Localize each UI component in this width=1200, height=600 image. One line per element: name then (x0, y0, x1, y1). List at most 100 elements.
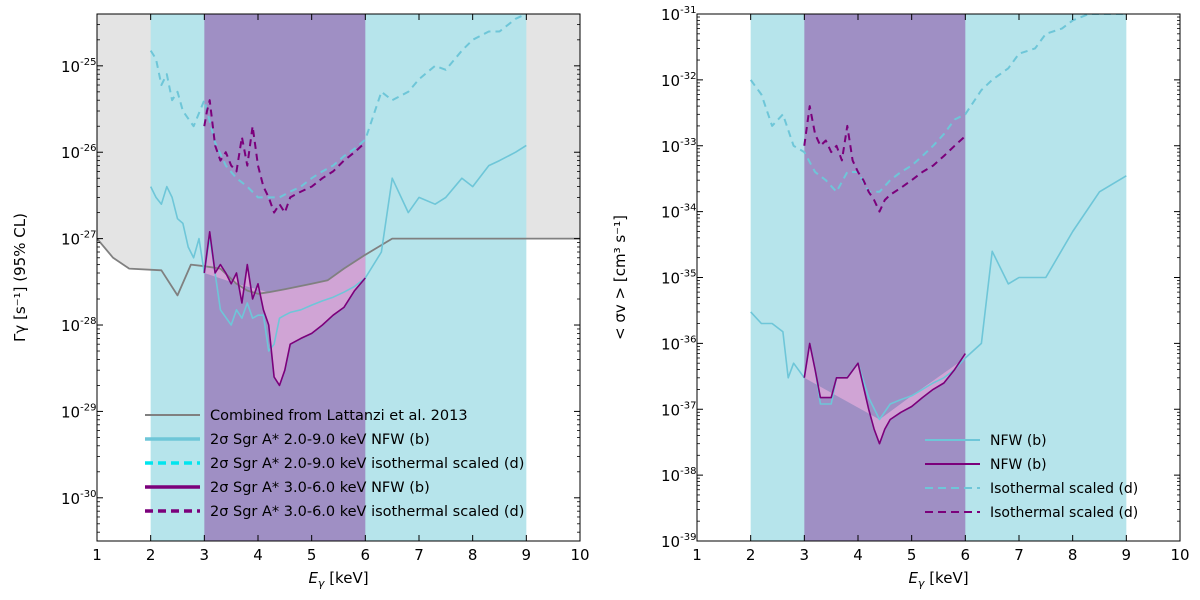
x-axis-label: Eγ [keV] (308, 569, 368, 590)
x-tick-label: 5 (307, 546, 317, 564)
x-tick-label: 3 (200, 546, 210, 564)
x-tick-label: 1 (92, 546, 102, 564)
y-tick-exponent: -28 (80, 316, 96, 327)
x-tick-label: 4 (853, 546, 863, 564)
x-axis-label-unit: [keV] (324, 569, 368, 587)
x-tick-label: 7 (414, 546, 424, 564)
y-tick-label: 10-33 (661, 137, 696, 156)
y-tick-base: 10 (61, 231, 80, 249)
x-tick-label: 3 (800, 546, 810, 564)
y-tick-exponent: -27 (80, 230, 96, 241)
y-tick-label: 10-37 (661, 400, 696, 419)
series-line-0 (750, 175, 1127, 421)
y-tick-label: 10-31 (661, 5, 696, 24)
x-tick-label: 10 (1170, 546, 1189, 564)
y-axis-label: < σv > [cm³ s⁻¹] (611, 215, 629, 340)
y-tick-base: 10 (661, 270, 680, 288)
series-line-3 (803, 105, 966, 213)
y-tick-exponent: -30 (80, 489, 96, 500)
x-tick-label: 9 (522, 546, 532, 564)
x-tick-label: 5 (907, 546, 917, 564)
y-tick-exponent: -35 (680, 269, 696, 280)
y-tick-label: 10-28 (61, 316, 96, 335)
series-line-0 (97, 237, 580, 297)
series-line-3 (203, 231, 366, 387)
y-tick-base: 10 (661, 6, 680, 24)
series-line-2 (749, 14, 1127, 193)
y-tick-label: 10-30 (61, 489, 96, 508)
y-tick-base: 10 (61, 144, 80, 162)
legend-label: NFW (b) (990, 457, 1047, 473)
y-tick-base: 10 (61, 317, 80, 335)
x-axis-label-unit: [keV] (924, 569, 968, 587)
x-tick-label: 6 (361, 546, 371, 564)
y-tick-exponent: -39 (680, 532, 696, 543)
x-tick-label: 9 (1122, 546, 1132, 564)
x-axis-label-main: E (908, 569, 918, 587)
y-tick-label: 10-25 (61, 57, 96, 76)
shaded-region-pink (804, 343, 966, 444)
x-tick-label: 8 (468, 546, 478, 564)
legend-label: Combined from Lattanzi et al. 2013 (210, 408, 468, 424)
x-axis-label-sub: γ (918, 577, 925, 590)
legend-label: Isothermal scaled (d) (990, 481, 1138, 497)
x-tick-label: 2 (146, 546, 156, 564)
y-tick-exponent: -33 (680, 137, 696, 148)
y-tick-label: 10-34 (661, 203, 696, 222)
shaded-region-pink (204, 231, 366, 386)
x-axis-label-sub: γ (318, 577, 325, 590)
plot-frame (96, 13, 581, 542)
legend-label: NFW (b) (990, 433, 1047, 449)
x-axis-label: Eγ [keV] (908, 569, 968, 590)
y-tick-exponent: -37 (680, 400, 696, 411)
x-tick-label: 4 (253, 546, 263, 564)
legend: Combined from Lattanzi et al. 2013 2σ Sgr… (145, 408, 524, 520)
y-tick-base: 10 (661, 401, 680, 419)
series-line-1 (803, 342, 966, 445)
y-tick-exponent: -31 (680, 5, 696, 16)
y-axis-label: Γγ [s⁻¹] (95% CL) (11, 213, 29, 342)
y-tick-label: 10-29 (61, 402, 96, 421)
x-tick-label: 6 (961, 546, 971, 564)
legend-label: 2σ Sgr A* 3.0-6.0 keV NFW (b) (210, 480, 430, 496)
x-tick-label: 1 (692, 546, 702, 564)
y-tick-base: 10 (661, 467, 680, 485)
panel-right: 1 2 3 4 5 6 7 8 9 1010-3910-3810-3710-3610-3510-3… (611, 5, 1190, 590)
legend: NFW (b) NFW (b) Isothermal scaled (d) Isoth… (925, 433, 1138, 521)
y-tick-label: 10-26 (61, 143, 96, 162)
legend-label: 2σ Sgr A* 2.0-9.0 keV isothermal scaled … (210, 456, 524, 472)
series-line-2 (149, 14, 527, 199)
y-tick-base: 10 (661, 204, 680, 222)
y-tick-exponent: -32 (680, 71, 696, 82)
series-line-1 (149, 144, 527, 352)
y-tick-base: 10 (61, 490, 80, 508)
y-tick-base: 10 (661, 138, 680, 156)
legend-label: 2σ Sgr A* 2.0-9.0 keV NFW (b) (210, 432, 430, 448)
y-tick-base: 10 (661, 72, 680, 90)
series-line-4 (203, 99, 366, 214)
y-tick-base: 10 (661, 335, 680, 353)
y-tick-exponent: -29 (80, 402, 96, 413)
x-tick-label: 8 (1068, 546, 1078, 564)
y-tick-exponent: -34 (680, 203, 696, 214)
y-tick-exponent: -26 (80, 143, 96, 154)
panel-left: 1 2 3 4 5 6 7 8 9 1010-3010-2910-2810-2710-2610-2… (11, 13, 590, 590)
y-tick-base: 10 (61, 403, 80, 421)
legend-label: 2σ Sgr A* 3.0-6.0 keV isothermal scaled … (210, 504, 524, 520)
y-tick-base: 10 (61, 58, 80, 76)
y-tick-exponent: -36 (680, 334, 696, 345)
y-tick-label: 10-36 (661, 334, 696, 353)
x-tick-label: 10 (570, 546, 589, 564)
y-tick-label: 10-35 (661, 269, 696, 288)
y-tick-base: 10 (661, 533, 680, 551)
plot-area (749, 14, 1127, 541)
y-tick-label: 10-39 (661, 532, 696, 551)
x-tick-label: 2 (746, 546, 756, 564)
y-tick-label: 10-32 (661, 71, 696, 90)
y-tick-exponent: -25 (80, 57, 96, 68)
plot-area (97, 14, 580, 541)
y-tick-label: 10-38 (661, 466, 696, 485)
legend-label: Isothermal scaled (d) (990, 505, 1138, 521)
x-tick-label: 7 (1014, 546, 1024, 564)
band-narrow (804, 14, 966, 541)
